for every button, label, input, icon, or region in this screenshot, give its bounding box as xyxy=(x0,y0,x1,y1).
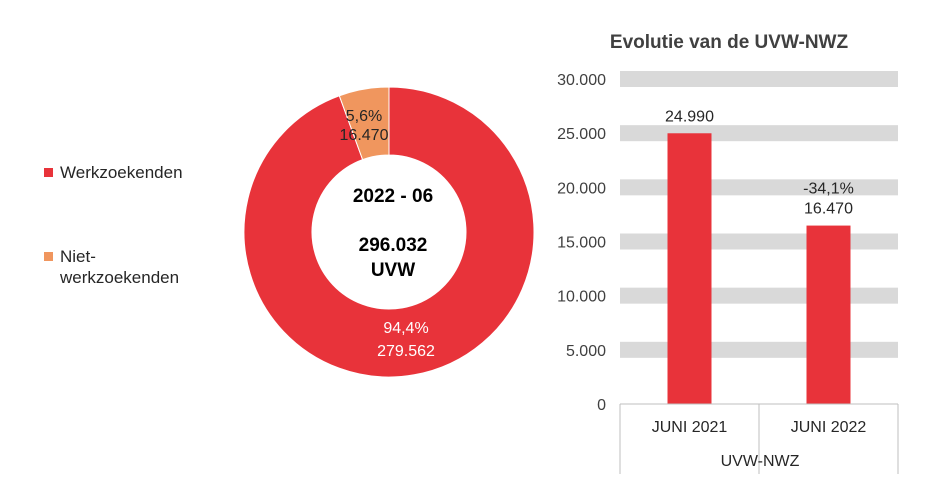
x-axis-group-label: UVW-NWZ xyxy=(721,453,800,470)
legend-label: Werkzoekenden xyxy=(60,163,183,182)
x-tick-label: JUNI 2022 xyxy=(791,419,867,436)
legend-swatch xyxy=(44,252,53,261)
grid-bands xyxy=(620,71,898,358)
slice-value-label: 279.562 xyxy=(377,343,435,360)
bar-juni-2022 xyxy=(806,225,851,404)
donut-chart: 2022 - 06 296.032 UVW 94,4% 279.562 5,6%… xyxy=(243,86,535,378)
bar-chart-title: Evolutie van de UVW-NWZ xyxy=(610,32,849,53)
legend-label: Niet- werkzoekenden xyxy=(60,246,179,288)
y-axis-ticks: 0 5.000 10.000 15.000 20.000 25.000 30.000 xyxy=(557,72,606,414)
bar-juni-2021 xyxy=(667,133,712,404)
legend-label-line: Niet- xyxy=(60,247,96,266)
donut-slice-niet-werkzoekenden xyxy=(338,86,390,161)
y-tick-label: 25.000 xyxy=(557,126,606,143)
x-axis: JUNI 2021 JUNI 2022 xyxy=(619,403,899,474)
grid-band-gap xyxy=(620,187,898,241)
slice-percent-label: 5,6% xyxy=(346,108,382,125)
y-tick-label: 30.000 xyxy=(557,72,606,89)
grid-band xyxy=(620,287,898,304)
slice-percent-label: 94,4% xyxy=(383,320,428,337)
bar-data-label: -34,1% xyxy=(803,181,854,198)
y-tick-label: 10.000 xyxy=(557,289,606,306)
x-tick-label: JUNI 2021 xyxy=(652,419,728,436)
legend-swatch xyxy=(44,168,53,177)
grid-band xyxy=(620,71,898,87)
y-tick-label: 0 xyxy=(597,397,606,414)
slice-value-label: 16.470 xyxy=(340,127,389,144)
center-total-label: 296.032 xyxy=(359,235,428,256)
center-unit-label: UVW xyxy=(371,260,415,281)
bar-marks xyxy=(667,133,851,404)
donut-slices xyxy=(243,86,535,378)
y-tick-label: 5.000 xyxy=(566,343,606,360)
y-tick-label: 15.000 xyxy=(557,235,606,252)
bar-data-label: 24.990 xyxy=(665,108,714,125)
grid-band xyxy=(620,125,898,142)
center-period-label: 2022 - 06 xyxy=(353,186,433,207)
donut-slice-werkzoekenden xyxy=(243,86,535,378)
grid-band xyxy=(620,233,898,250)
legend-label-line: werkzoekenden xyxy=(60,268,180,287)
grid-band-gap xyxy=(620,296,898,350)
grid-band xyxy=(620,179,898,196)
bar-data-labels: 24.990 -34,1% 16.470 xyxy=(665,108,854,217)
bar-data-label: 16.470 xyxy=(804,201,853,218)
grid-band-gap xyxy=(620,79,898,133)
grid-band xyxy=(620,341,898,358)
y-tick-label: 20.000 xyxy=(557,180,606,197)
